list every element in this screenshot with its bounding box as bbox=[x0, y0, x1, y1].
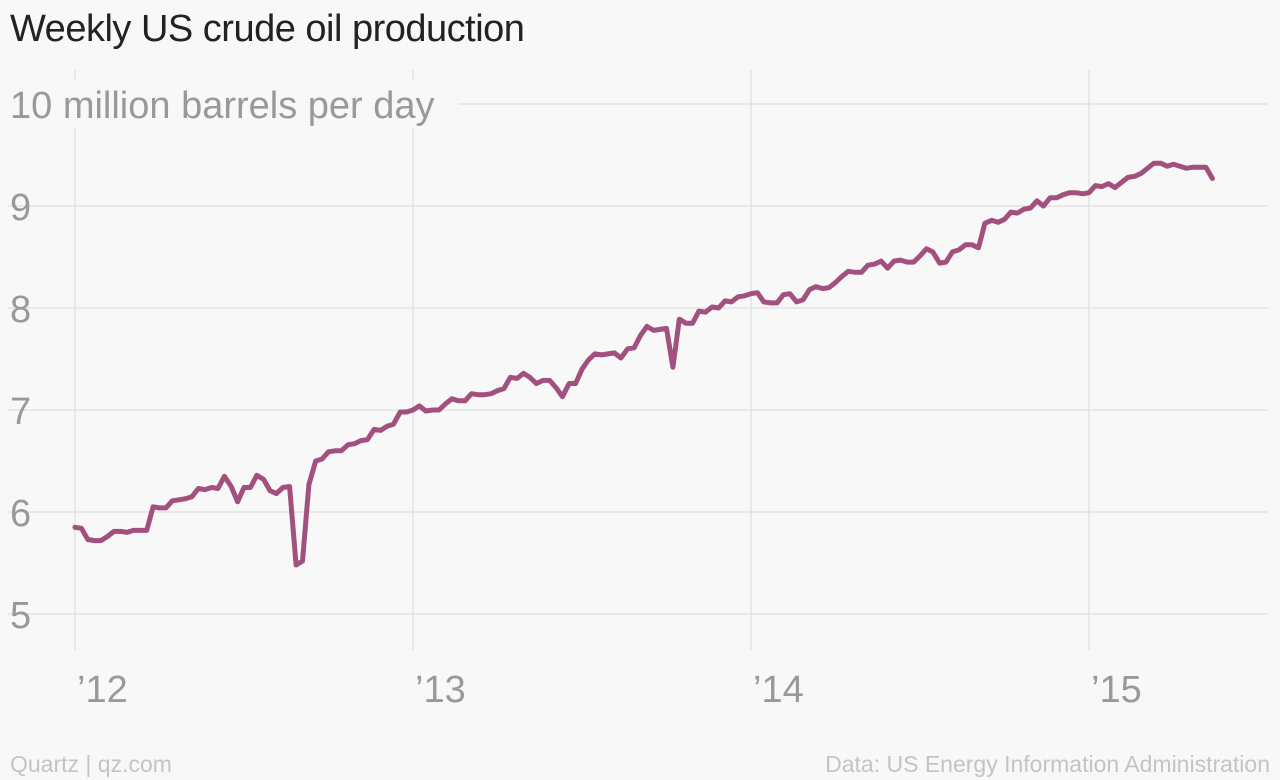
y-tick-label: 5 bbox=[10, 595, 31, 637]
source-credit: Quartz | qz.com bbox=[10, 751, 172, 777]
data-source: Data: US Energy Information Administrati… bbox=[825, 751, 1270, 777]
x-tick-label: ’15 bbox=[1091, 669, 1142, 711]
x-tick-label: ’14 bbox=[753, 669, 804, 711]
axis-layer: 5 6 7 8 9 ’12 ’13 ’14 ’15 bbox=[10, 187, 1142, 711]
unit-layer: 10 million barrels per day bbox=[0, 80, 458, 128]
y-unit-label: 10 million barrels per day bbox=[10, 85, 435, 127]
y-tick-label: 8 bbox=[10, 289, 31, 331]
chart-title: Weekly US crude oil production bbox=[10, 8, 525, 50]
y-tick-label: 9 bbox=[10, 187, 31, 229]
unit-label-bg bbox=[0, 80, 458, 128]
x-tick-label: ’13 bbox=[415, 669, 466, 711]
x-tick-label: ’12 bbox=[77, 669, 128, 711]
y-tick-label: 6 bbox=[10, 493, 31, 535]
series-layer bbox=[72, 160, 1215, 568]
y-tick-label: 7 bbox=[10, 391, 31, 433]
grid-layer bbox=[8, 70, 1268, 650]
series-line bbox=[72, 160, 1215, 568]
